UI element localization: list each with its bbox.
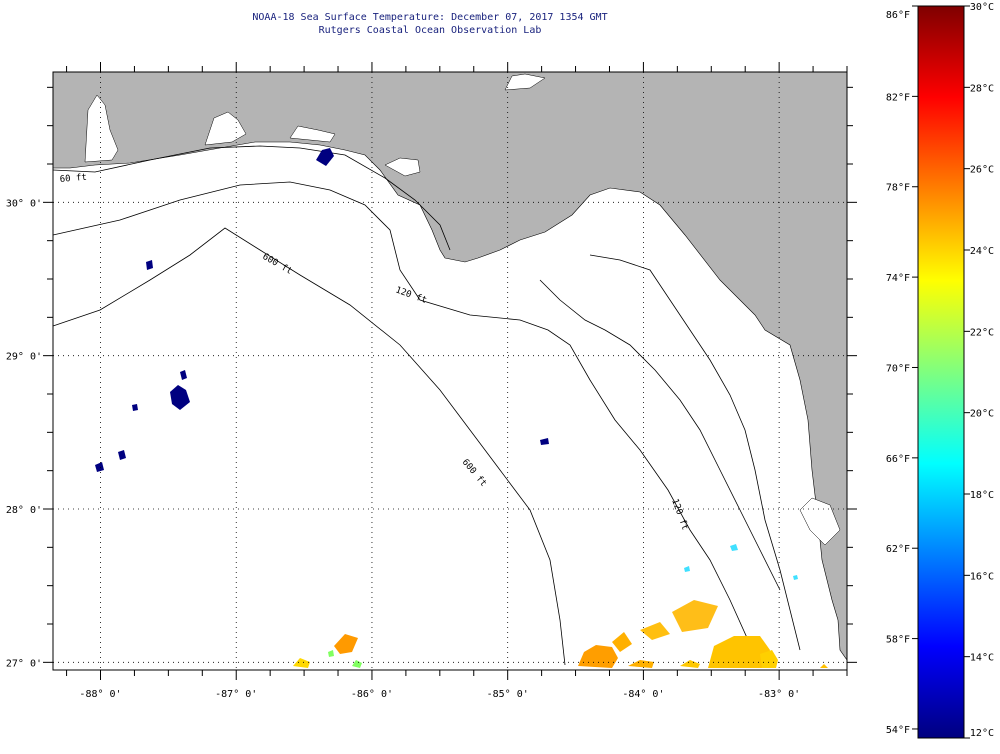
sst-patch: [95, 462, 104, 472]
lat-label: 27° 0': [6, 658, 42, 669]
contour-shelf-east: [589, 254, 801, 651]
bay: [204, 111, 247, 146]
sst-patch: [170, 385, 190, 410]
fahrenheit-label: 86°F: [886, 10, 910, 21]
lat-axis-labels: 30° 0' 29° 0' 28° 0' 27° 0': [6, 198, 42, 669]
bay: [504, 73, 546, 91]
celsius-label: 16°C: [970, 571, 994, 582]
lon-axis-labels: -88° 0' -87° 0' -86° 0' -85° 0' -84° 0' …: [79, 689, 800, 700]
lon-label: -87° 0': [215, 689, 257, 700]
fahrenheit-label: 82°F: [886, 92, 910, 103]
map-title: NOAA-18 Sea Surface Temperature: Decembe…: [252, 12, 608, 23]
sst-patch: [180, 370, 187, 380]
sst-patch: [293, 658, 310, 668]
fahrenheit-label: 70°F: [886, 363, 910, 374]
celsius-label: 30°C: [970, 2, 994, 13]
sst-patch: [680, 660, 700, 668]
sst-patch: [760, 650, 778, 668]
lon-label: -85° 0': [487, 689, 529, 700]
sst-patch: [672, 600, 718, 632]
sst-patch: [352, 660, 362, 668]
bay: [384, 157, 421, 177]
sst-patch: [628, 660, 654, 668]
celsius-label: 22°C: [970, 327, 994, 338]
lon-label: -86° 0': [351, 689, 393, 700]
contour-600ft: [52, 227, 566, 666]
celsius-label: 26°C: [970, 165, 994, 176]
bathymetry-contours: [52, 145, 801, 666]
lat-label: 28° 0': [6, 505, 42, 516]
fahrenheit-label: 54°F: [886, 725, 910, 736]
celsius-label: 28°C: [970, 83, 994, 94]
axis-ticks: [43, 62, 857, 680]
celsius-label: 24°C: [970, 246, 994, 257]
lon-label: -84° 0': [622, 689, 664, 700]
contour-60ft: [52, 145, 451, 251]
colorbar-c-labels: 30°C 28°C 26°C 24°C 22°C 20°C 18°C 16°C …: [970, 2, 994, 739]
contour-120ft: [52, 181, 761, 666]
sst-patch: [684, 566, 690, 572]
lat-label: 30° 0': [6, 198, 42, 209]
map-subtitle: Rutgers Coastal Ocean Observation Lab: [318, 25, 542, 36]
sst-patch: [118, 450, 126, 460]
fahrenheit-label: 58°F: [886, 635, 910, 646]
celsius-label: 12°C: [970, 728, 994, 739]
bay: [84, 94, 119, 163]
lat-label: 29° 0': [6, 352, 42, 363]
contour-label: 60 ft: [59, 173, 87, 185]
sst-patch: [793, 575, 798, 580]
lon-label: -83° 0': [758, 689, 800, 700]
sst-patch: [730, 544, 738, 551]
map-frame: [52, 71, 848, 671]
colorbar-ticks: [912, 5, 970, 739]
bay: [799, 497, 841, 546]
sst-patch: [612, 632, 632, 652]
colorbar-f-labels: 86°F 82°F 78°F 74°F 70°F 66°F 62°F 58°F …: [886, 10, 910, 736]
sst-patch: [132, 404, 138, 411]
fahrenheit-label: 62°F: [886, 544, 910, 555]
sst-patch: [540, 438, 549, 445]
sst-patch: [708, 636, 770, 668]
celsius-label: 18°C: [970, 490, 994, 501]
sst-patch: [334, 634, 358, 654]
fahrenheit-label: 66°F: [886, 454, 910, 465]
celsius-label: 20°C: [970, 409, 994, 420]
fahrenheit-label: 74°F: [886, 273, 910, 284]
bay: [289, 125, 336, 143]
sst-patch: [328, 650, 334, 657]
contour-inner-east: [539, 279, 781, 591]
sst-patch: [316, 148, 334, 166]
colorbar: [917, 5, 965, 739]
fahrenheit-label: 78°F: [886, 183, 910, 194]
sst-patch: [640, 622, 670, 640]
sst-patch: [146, 260, 153, 270]
sst-patch: [820, 664, 828, 668]
lon-label: -88° 0': [79, 689, 121, 700]
celsius-label: 14°C: [970, 653, 994, 664]
